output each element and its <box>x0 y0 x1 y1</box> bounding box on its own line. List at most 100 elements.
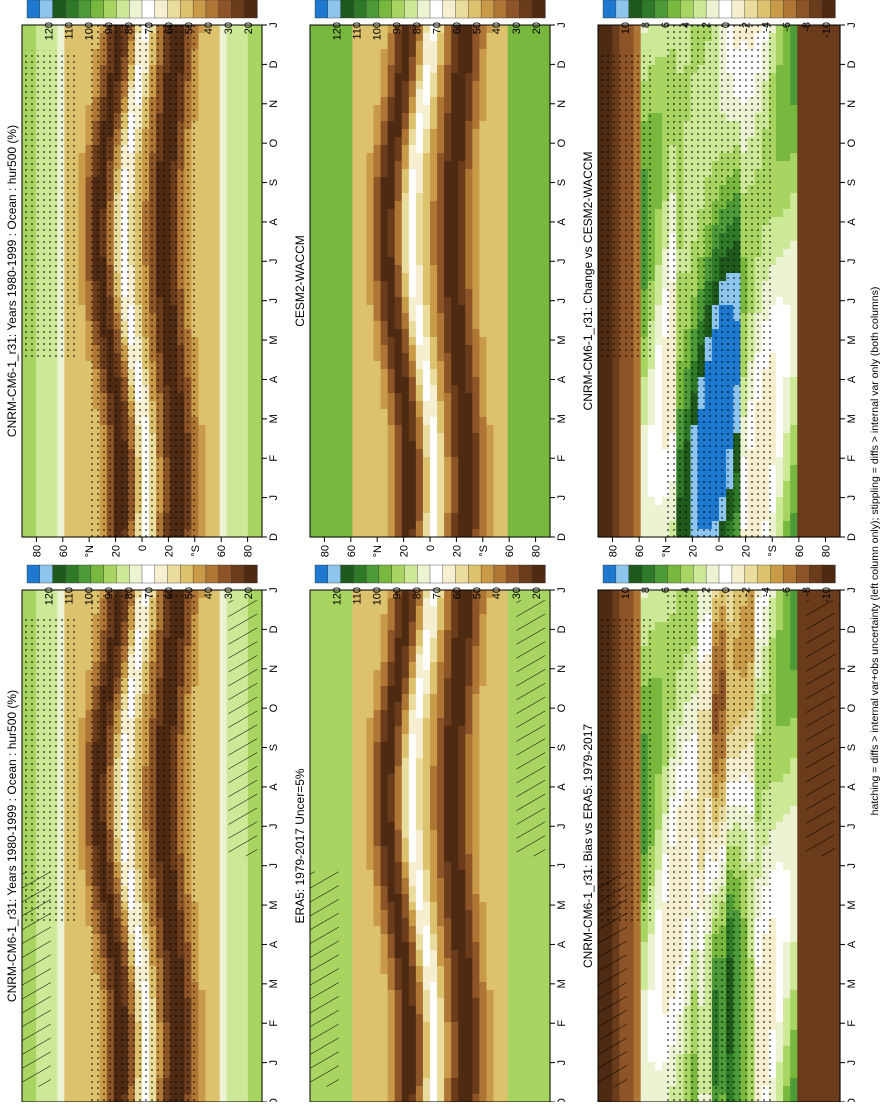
heatmap-cell <box>71 926 79 935</box>
heatmap-cell <box>220 950 228 959</box>
heatmap-cell <box>220 41 228 50</box>
heatmap-cell <box>206 742 214 751</box>
heatmap-cell <box>220 201 228 210</box>
heatmap-cell <box>227 481 235 490</box>
heatmap-cell <box>352 830 360 839</box>
heatmap-cell <box>241 369 249 378</box>
heatmap-cell <box>220 694 228 703</box>
heatmap-cell <box>29 1094 37 1102</box>
heatmap-cell <box>22 409 30 418</box>
heatmap-cell <box>78 481 86 490</box>
heatmap-cell <box>78 337 86 346</box>
heatmap-cell <box>64 377 72 386</box>
colorbar-swatch <box>155 565 168 583</box>
heatmap-cell <box>234 966 242 975</box>
heatmap-cell <box>317 678 325 687</box>
heatmap-cell <box>324 614 332 623</box>
heatmap-cell <box>331 846 339 855</box>
heatmap-cell <box>64 1006 72 1015</box>
heatmap-cell <box>213 606 221 615</box>
heatmap-cell <box>198 273 206 282</box>
heatmap-cell <box>64 425 72 434</box>
month-tick-label: O <box>268 703 280 712</box>
heatmap-cell <box>317 686 325 695</box>
heatmap-cell <box>338 838 346 847</box>
stippling-overlay <box>22 51 75 358</box>
heatmap-cell <box>29 417 37 426</box>
heatmap-cell <box>43 377 51 386</box>
heatmap-cell <box>78 289 86 298</box>
heatmap-cell <box>248 313 256 322</box>
heatmap-cell <box>220 606 228 615</box>
heatmap-cell <box>206 910 214 919</box>
heatmap-cell <box>227 201 235 210</box>
heatmap-cell <box>206 1086 214 1095</box>
heatmap-cell <box>310 590 318 599</box>
heatmap-cell <box>22 393 30 402</box>
heatmap-cell <box>352 902 360 911</box>
heatmap-cell <box>57 1006 65 1015</box>
heatmap-cell <box>29 497 37 506</box>
heatmap-cell <box>78 830 86 839</box>
heatmap-cell <box>206 870 214 879</box>
heatmap-cell <box>241 870 249 879</box>
colorbar-swatch <box>142 565 155 583</box>
heatmap-cell <box>338 766 346 775</box>
heatmap-cell <box>241 225 249 234</box>
heatmap-cell <box>338 974 346 983</box>
heatmap-cell <box>248 1030 256 1039</box>
heatmap-cell <box>248 225 256 234</box>
heatmap-cell <box>50 1078 58 1087</box>
heatmap-cell <box>338 782 346 791</box>
heatmap-cell <box>234 305 242 314</box>
heatmap-cell <box>331 694 339 703</box>
heatmap-cell <box>331 742 339 751</box>
heatmap-cell <box>36 465 44 474</box>
heatmap-cell <box>71 990 79 999</box>
heatmap-cell <box>359 734 367 743</box>
heatmap-cell <box>255 934 263 943</box>
heatmap-cell <box>324 782 332 791</box>
heatmap-cell <box>198 369 206 378</box>
heatmap-cell <box>234 281 242 290</box>
colorbar-swatch <box>193 0 206 18</box>
heatmap-cell <box>78 265 86 274</box>
heatmap-cell <box>241 209 249 218</box>
heatmap-cell <box>255 305 263 314</box>
heatmap-cell <box>71 1038 79 1047</box>
heatmap-cell <box>317 750 325 759</box>
heatmap-cell <box>338 830 346 839</box>
heatmap-cell <box>310 726 318 735</box>
heatmap-cell <box>206 630 214 639</box>
heatmap-cell <box>206 638 214 647</box>
heatmap-cell <box>213 1094 221 1102</box>
heatmap-cell <box>227 926 235 935</box>
heatmap-cell <box>43 473 51 482</box>
heatmap-cell <box>227 129 235 138</box>
heatmap-cell <box>352 950 360 959</box>
heatmap-cell <box>71 934 79 943</box>
heatmap-cell <box>317 798 325 807</box>
heatmap-cell <box>78 313 86 322</box>
heatmap-cell <box>213 702 221 711</box>
heatmap-cell <box>241 401 249 410</box>
heatmap-cell <box>22 465 30 474</box>
heatmap-cell <box>50 417 58 426</box>
heatmap-cell <box>234 177 242 186</box>
heatmap-cell <box>345 806 353 815</box>
heatmap-cell <box>255 425 263 434</box>
heatmap-cell <box>234 950 242 959</box>
heatmap-cell <box>234 958 242 967</box>
heatmap-cell <box>234 241 242 250</box>
heatmap-cell <box>213 337 221 346</box>
heatmap-cell <box>255 393 263 402</box>
heatmap-cell <box>234 249 242 258</box>
heatmap-cell <box>220 646 228 655</box>
heatmap-cell <box>198 377 206 386</box>
heatmap-cell <box>64 361 72 370</box>
heatmap-cell <box>234 1054 242 1063</box>
heatmap-cell <box>78 169 86 178</box>
heatmap-cell <box>29 505 37 514</box>
